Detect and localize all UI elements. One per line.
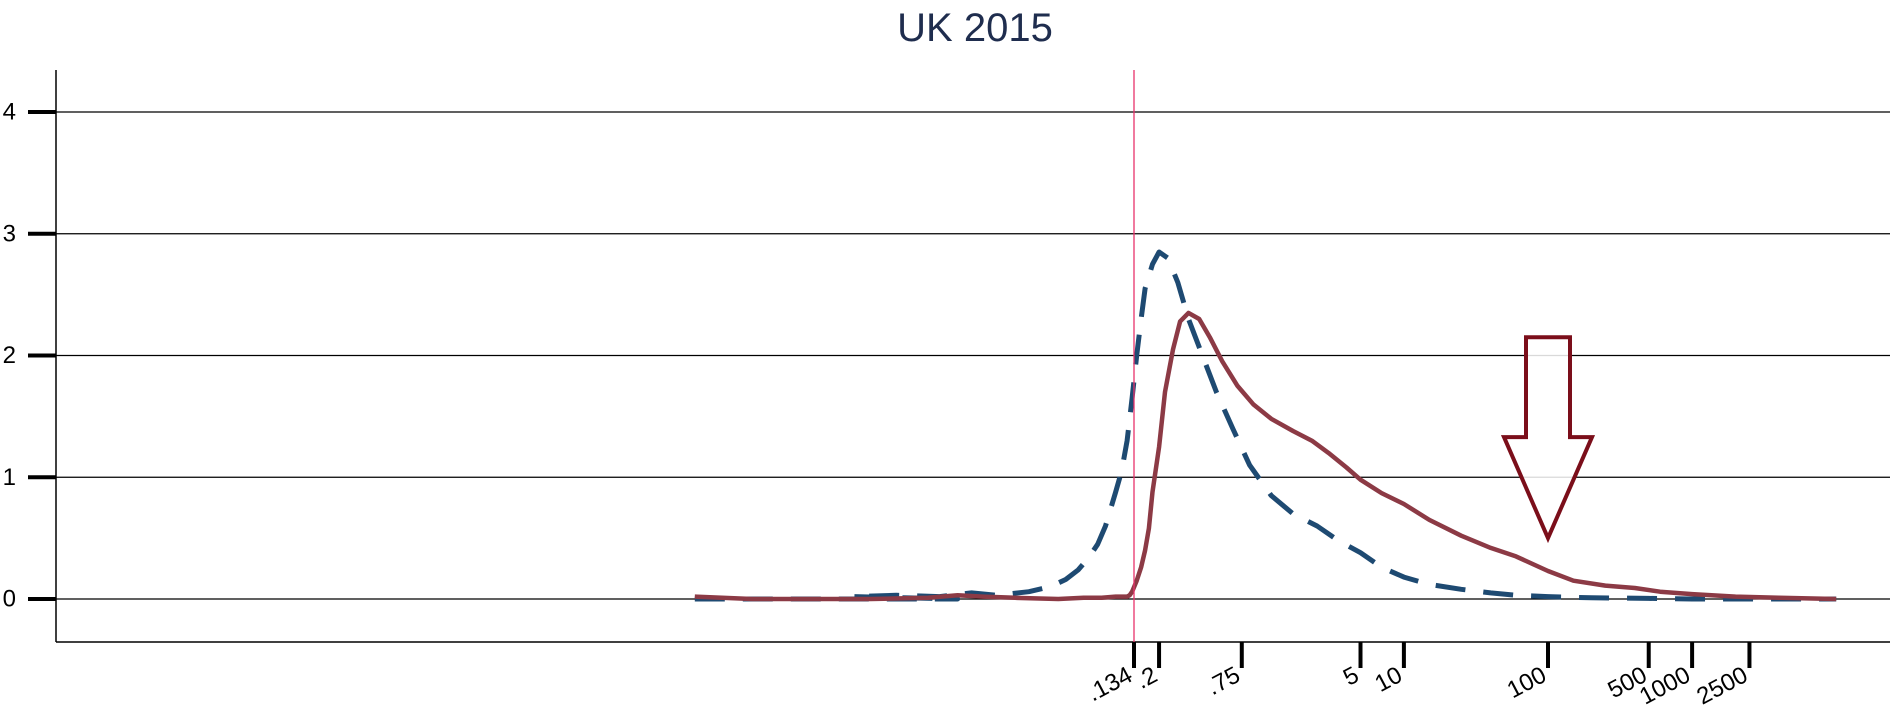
x-tick-label-8: 2500 xyxy=(1692,661,1752,710)
series-line-2-solid xyxy=(694,310,1837,602)
x-tick-label-2: .75 xyxy=(1202,661,1244,701)
y-tick-label-4: 4 xyxy=(3,99,16,126)
x-tick-label-5: 100 xyxy=(1503,661,1551,704)
down-arrow-icon xyxy=(1500,335,1596,544)
x-tick-label-0: .134 xyxy=(1083,661,1137,707)
x-tick-label-7: 1000 xyxy=(1635,661,1695,710)
x-tick-label-4: 10 xyxy=(1370,661,1406,697)
y-tick-label-3: 3 xyxy=(3,220,16,247)
grid-lines xyxy=(56,111,1890,600)
series-layer xyxy=(694,249,1837,602)
annotation-layer xyxy=(1133,70,1596,642)
y-tick-label-2: 2 xyxy=(3,342,16,369)
series-line-1-dashed xyxy=(694,249,1837,602)
y-tick-label-0: 0 xyxy=(3,586,16,613)
y-axis-ticks: 0 1 2 3 4 xyxy=(3,99,56,613)
chart-title: UK 2015 xyxy=(897,6,1053,50)
y-tick-label-1: 1 xyxy=(3,464,16,491)
